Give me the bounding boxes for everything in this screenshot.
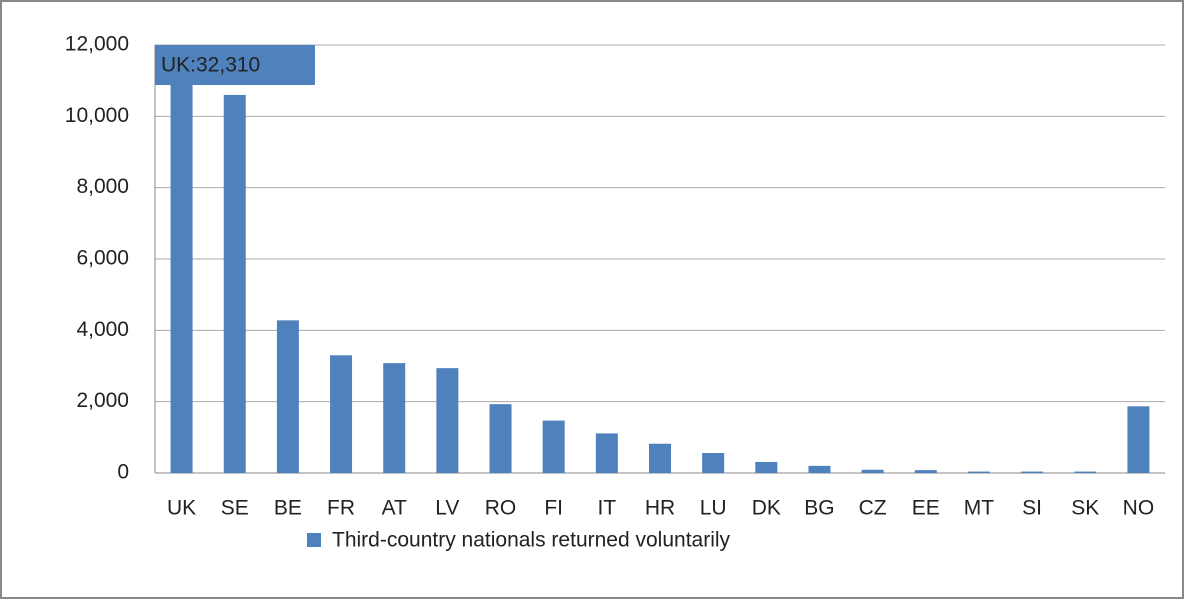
y-tick-label: 0 <box>117 461 129 484</box>
bar <box>649 443 671 473</box>
y-tick-label: 6,000 <box>76 247 129 270</box>
y-tick-label: 10,000 <box>65 104 129 127</box>
x-tick-label: FI <box>544 497 563 520</box>
bar <box>170 45 193 473</box>
x-tick-label: LV <box>435 497 459 520</box>
x-tick-label: LU <box>700 497 727 520</box>
x-tick-label: HR <box>645 497 675 520</box>
bar <box>702 453 725 473</box>
x-tick-label: IT <box>598 497 617 520</box>
x-tick-label: RO <box>485 497 517 520</box>
legend-swatch <box>307 533 321 547</box>
y-tick-label: 8,000 <box>76 175 129 198</box>
bar <box>755 461 778 473</box>
x-tick-label: CZ <box>859 497 887 520</box>
data-label-box <box>155 45 315 85</box>
x-tick-label: SI <box>1022 497 1042 520</box>
bar <box>914 470 937 473</box>
bar <box>436 368 459 473</box>
y-tick-label: 2,000 <box>76 389 129 412</box>
x-tick-label: UK <box>167 497 196 520</box>
y-tick-label: 12,000 <box>65 33 129 56</box>
x-tick-label: BE <box>274 497 302 520</box>
legend-label: Third-country nationals returned volunta… <box>332 529 731 552</box>
y-tick-label: 4,000 <box>76 318 129 341</box>
bar <box>1074 471 1097 473</box>
bar <box>383 363 406 473</box>
bar <box>808 465 831 473</box>
x-tick-label: DK <box>752 497 781 520</box>
bar <box>489 404 512 473</box>
x-tick-label: NO <box>1123 497 1155 520</box>
bar <box>330 355 353 473</box>
bar <box>223 94 246 473</box>
x-tick-label: BG <box>804 497 834 520</box>
x-tick-label: AT <box>382 497 407 520</box>
bar <box>861 469 884 473</box>
bar <box>1127 406 1150 473</box>
bar <box>276 320 299 473</box>
bar <box>595 433 618 473</box>
data-label: UK:32,310 <box>161 54 260 77</box>
bar <box>967 471 990 473</box>
x-tick-label: MT <box>964 497 994 520</box>
x-tick-label: SE <box>221 497 249 520</box>
bar <box>542 420 565 473</box>
x-tick-label: FR <box>327 497 355 520</box>
x-tick-label: SK <box>1071 497 1099 520</box>
bar <box>1021 471 1044 473</box>
x-tick-label: EE <box>912 497 940 520</box>
